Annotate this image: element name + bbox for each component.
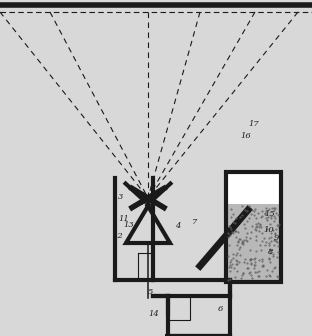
Text: 15: 15 xyxy=(264,210,275,218)
Text: 14: 14 xyxy=(148,310,159,318)
Text: 9: 9 xyxy=(274,234,279,242)
Text: 10: 10 xyxy=(263,226,274,234)
Bar xyxy=(168,296,190,320)
Text: 17: 17 xyxy=(248,120,259,128)
Text: 1: 1 xyxy=(148,206,154,214)
Bar xyxy=(226,204,281,282)
Text: 13: 13 xyxy=(123,221,134,229)
Text: 11: 11 xyxy=(118,215,129,223)
Bar xyxy=(226,172,281,204)
Text: 3: 3 xyxy=(118,193,123,201)
Text: 5: 5 xyxy=(148,288,154,296)
Text: 7: 7 xyxy=(192,218,197,226)
Bar xyxy=(226,172,281,282)
Text: 8: 8 xyxy=(268,248,273,256)
Text: 4: 4 xyxy=(175,222,180,230)
Text: 2: 2 xyxy=(138,199,144,207)
Text: 16: 16 xyxy=(240,132,251,140)
Text: 6: 6 xyxy=(218,305,223,313)
Text: 12: 12 xyxy=(112,232,123,240)
